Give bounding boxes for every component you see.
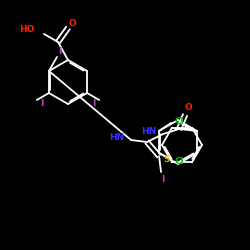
Text: I: I xyxy=(58,46,62,56)
Text: S: S xyxy=(164,154,170,164)
Text: HN: HN xyxy=(109,132,124,141)
Text: I: I xyxy=(161,174,165,184)
Text: Cl: Cl xyxy=(174,116,184,126)
Text: O: O xyxy=(184,104,192,112)
Text: I: I xyxy=(40,98,43,108)
Text: HN: HN xyxy=(141,126,156,136)
Text: I: I xyxy=(92,98,96,108)
Text: HO: HO xyxy=(18,26,34,35)
Text: O: O xyxy=(68,18,76,28)
Text: Cl: Cl xyxy=(174,156,184,166)
